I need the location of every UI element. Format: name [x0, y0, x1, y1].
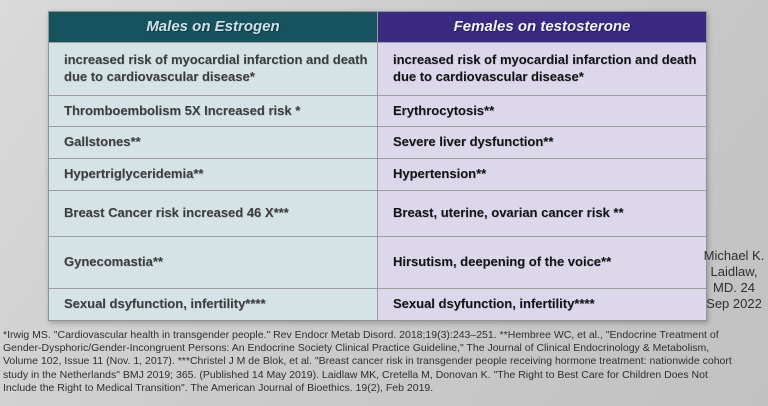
table-cell-males-row-1: increased risk of myocardial infarction … [49, 43, 377, 95]
risks-comparison-table: Males on Estrogen Females on testosteron… [48, 11, 707, 321]
citation-footnotes: *Irwig MS. "Cardiovascular health in tra… [3, 329, 765, 395]
table-cell-females-row-5: Breast, uterine, ovarian cancer risk ** [378, 191, 706, 236]
attribution-line: MD. 24 [713, 280, 755, 295]
author-attribution: Michael K. Laidlaw, MD. 24 Sep 2022 [701, 248, 767, 312]
table-cell-males-row-2: Thromboembolism 5X Increased risk * [49, 96, 377, 126]
attribution-line: Michael K. [703, 248, 765, 263]
table-cell-males-row-3: Gallstones** [49, 127, 377, 158]
table-cell-females-row-7: Sexual dsyfunction, infertility**** [378, 289, 706, 320]
attribution-line: Sep 2022 [706, 296, 762, 311]
table-cell-females-row-2: Erythrocytosis** [378, 96, 706, 126]
footnote-line: Gender-Dysphoric/Gender-Incongruent Pers… [3, 342, 710, 355]
attribution-line: Laidlaw, [710, 264, 758, 279]
table-cell-males-row-6: Gynecomastia** [49, 237, 377, 288]
table-cell-females-row-4: Hypertension** [378, 159, 706, 190]
table-cell-females-row-6: Hirsutism, deepening of the voice** [378, 237, 706, 288]
footnote-line: *Irwig MS. "Cardiovascular health in tra… [3, 329, 719, 341]
table-cell-males-row-4: Hypertriglyceridemia** [49, 159, 377, 190]
footnote-line: study in the Netherlands" BMJ 2019; 365.… [3, 368, 708, 381]
footnote-line: Include the Right to Medical Transition"… [3, 381, 434, 394]
footnote-line: Volume 102, Issue 11 (Nov. 1, 2017). ***… [3, 355, 732, 368]
column-header-females-on-testosterone: Females on testosterone [378, 12, 706, 42]
table-cell-females-row-1: increased risk of myocardial infarction … [378, 43, 706, 95]
table-cell-males-row-7: Sexual dsyfunction, infertility**** [49, 289, 377, 320]
table-cell-males-row-5: Breast Cancer risk increased 46 X*** [49, 191, 377, 236]
table-cell-females-row-3: Severe liver dysfunction** [378, 127, 706, 158]
column-header-males-on-estrogen: Males on Estrogen [49, 12, 377, 42]
